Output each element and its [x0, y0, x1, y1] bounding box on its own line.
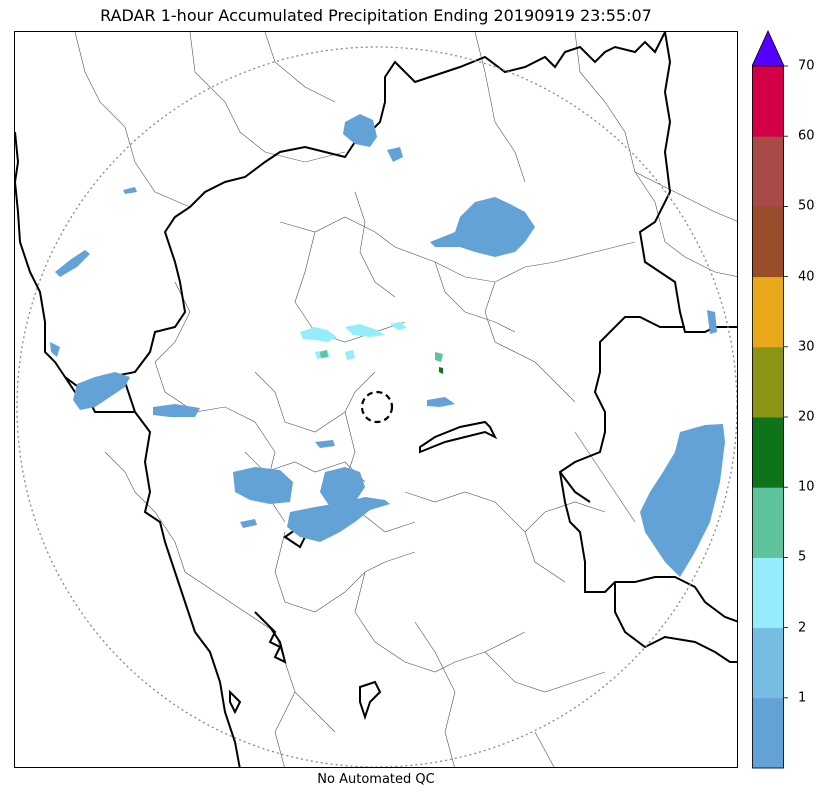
colorbar-bin	[752, 346, 784, 418]
colorbar-tick-label: 10	[798, 479, 815, 495]
colorbar-canvas	[752, 30, 788, 769]
state-boundaries	[15, 32, 737, 767]
moderate-precip-echoes	[320, 350, 443, 362]
colorbar-extend-triangle	[752, 30, 785, 67]
map-canvas	[15, 32, 737, 767]
colorbar-tick-label: 20	[798, 409, 815, 425]
colorbar-bin	[752, 206, 784, 278]
colorbar-bin	[752, 697, 784, 769]
colorbar-bin	[752, 627, 784, 699]
colorbar-bin	[752, 487, 784, 558]
colorbar-bin	[752, 557, 784, 629]
precipitation-echoes	[50, 114, 725, 577]
colorbar-outline	[752, 65, 784, 769]
qc-note: No Automated QC	[317, 772, 435, 787]
colorbar	[752, 30, 792, 770]
colorbar-tick-label: 40	[798, 269, 815, 285]
colorbar-bin	[752, 66, 784, 137]
colorbar-tick-label: 70	[798, 58, 815, 74]
heavy-precip-echoes	[439, 367, 443, 374]
radar-site-marker	[360, 390, 394, 424]
colorbar-bin	[752, 276, 784, 348]
light-precip-echoes	[300, 322, 407, 360]
colorbar-bin	[752, 136, 784, 207]
colorbar-tick-label: 60	[798, 128, 815, 144]
colorbar-tick-label: 2	[798, 620, 807, 636]
range-ring	[16, 46, 737, 767]
colorbar-bin	[752, 417, 784, 488]
district-boundaries	[74, 32, 737, 767]
colorbar-tick-label: 30	[798, 339, 815, 355]
map-title: RADAR 1-hour Accumulated Precipitation E…	[100, 6, 652, 25]
colorbar-tick-label: 50	[798, 198, 815, 214]
colorbar-tick-label: 1	[798, 690, 807, 706]
colorbar-tick-label: 5	[798, 549, 807, 565]
radar-map	[14, 31, 738, 768]
